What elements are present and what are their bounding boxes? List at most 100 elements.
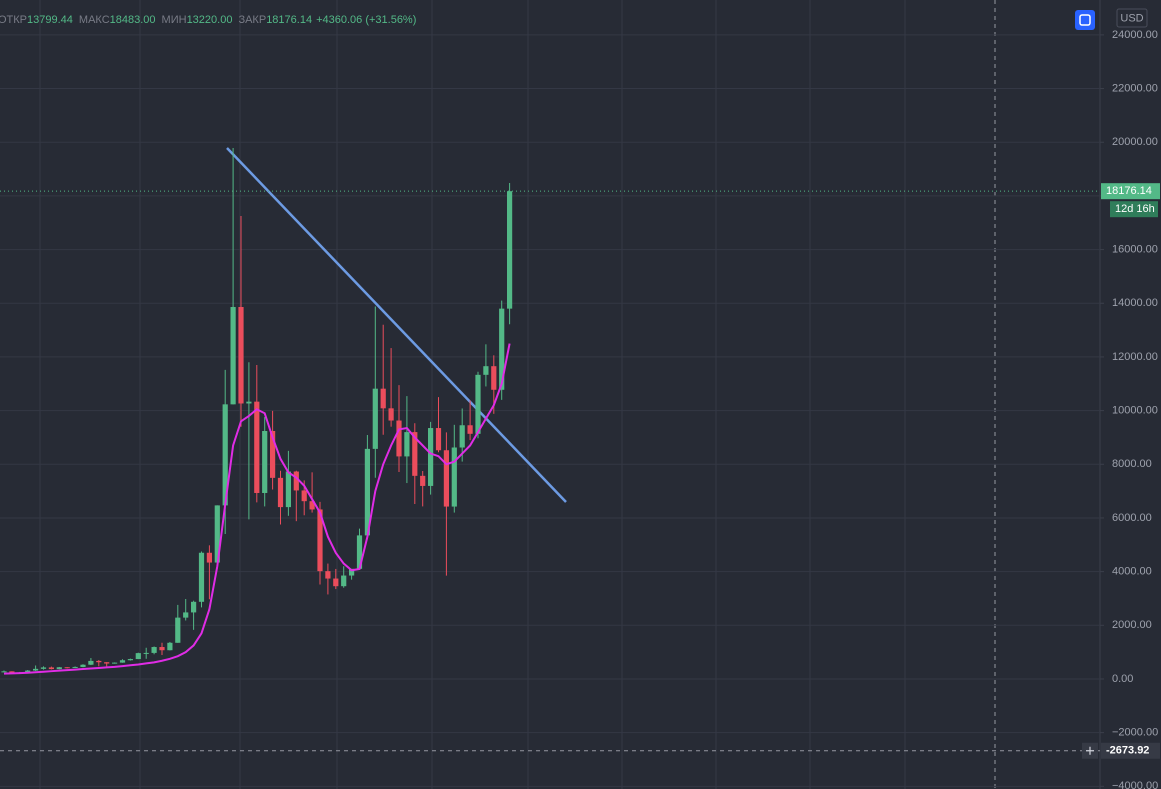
candle-body [198, 552, 205, 602]
legend-value: 13220.00 [187, 14, 233, 26]
legend-value: 18483.00 [110, 14, 156, 26]
auto-scale-button[interactable] [1075, 10, 1095, 30]
candle-body [175, 617, 181, 643]
candle-body [151, 647, 157, 653]
candle-body [443, 450, 449, 507]
candle-body [206, 552, 212, 563]
candle-body [285, 471, 291, 508]
candle-body [380, 388, 386, 409]
candle-body [459, 425, 465, 448]
y-tick-label: 20000.00 [1112, 136, 1158, 148]
y-tick-label: −4000.00 [1112, 780, 1158, 789]
y-tick-label: 24000.00 [1112, 29, 1158, 41]
candle-body [277, 477, 284, 508]
candle-body [270, 430, 276, 478]
candle-body [254, 401, 260, 493]
candle-body [499, 308, 505, 390]
candle-body [262, 430, 268, 493]
candle-body [104, 662, 110, 664]
candle-body [88, 660, 94, 665]
candle-body [388, 408, 394, 421]
candle-body [412, 432, 418, 476]
trend-line [226, 147, 567, 503]
candle-body [159, 647, 165, 651]
candle-body [325, 571, 331, 579]
moving-average [3, 343, 511, 675]
candle-body [356, 535, 363, 569]
candle-body [451, 447, 457, 507]
candle-body [507, 191, 513, 309]
candle-body [341, 575, 347, 587]
last-price-box [1101, 183, 1160, 200]
currency-box [1116, 8, 1148, 28]
legend-value: 13799.44 [27, 14, 73, 26]
y-tick-label: 12000.00 [1112, 351, 1158, 363]
candle-body [404, 432, 410, 457]
candle-body [1, 671, 7, 673]
candle-body [191, 601, 197, 613]
candle-body [364, 448, 370, 536]
candle-body [127, 659, 133, 661]
y-tick-label: 10000.00 [1112, 405, 1158, 417]
candle-body [25, 670, 31, 673]
candle-body [56, 667, 62, 670]
candle-body [293, 471, 299, 491]
candle-body [214, 505, 220, 563]
candle-body [238, 307, 244, 404]
legend-key: МИН [162, 14, 187, 26]
y-tick-label: 16000.00 [1112, 243, 1158, 255]
candle-body [491, 366, 497, 390]
y-tick-label: 8000.00 [1112, 458, 1152, 470]
candle-body [420, 475, 426, 486]
y-tick-label: 2000.00 [1112, 619, 1152, 631]
y-tick-label: −2000.00 [1112, 727, 1158, 739]
auto-scale-icon [1079, 14, 1091, 26]
currency-label: USD [1120, 12, 1143, 24]
candle-body [119, 660, 126, 663]
y-tick-label: 22000.00 [1112, 82, 1158, 94]
candle-body [349, 568, 355, 576]
candle-body [246, 401, 252, 404]
candle-body [372, 388, 378, 449]
candle-body [483, 366, 489, 375]
crosshair-price-label: -2673.92 [1106, 745, 1149, 757]
countdown-label: 12d 16h [1115, 203, 1155, 215]
candle-body [230, 307, 236, 405]
candle-body [40, 667, 47, 669]
candle-body [80, 664, 86, 667]
legend-value: 18176.14 [266, 14, 312, 26]
legend-key: МАКС [79, 14, 110, 26]
legend-change: +4360.06 (+31.56%) [316, 14, 416, 26]
vertical-grid [39, 0, 906, 789]
ohlc-legend: ОТКР13799.44 МАКС18483.00 МИН13220.00 ЗАКР1… [0, 14, 416, 26]
y-tick-label: 6000.00 [1112, 512, 1152, 524]
crosshair-plus [1086, 746, 1094, 755]
crosshair-price-box [1101, 742, 1160, 759]
legend-key: ЗАКР [238, 14, 266, 26]
candle-body [309, 501, 315, 510]
candle-body [64, 667, 70, 669]
y-tick-label: 14000.00 [1112, 297, 1158, 309]
y-tick-label: 4000.00 [1112, 566, 1152, 578]
countdown-box [1110, 201, 1158, 218]
candle-body [72, 666, 78, 668]
candle-body [135, 653, 141, 660]
candle-body [396, 420, 402, 457]
legend-key: ОТКР [0, 14, 27, 26]
candle-body [333, 578, 339, 587]
y-tick-label: 0.00 [1112, 673, 1133, 685]
candle-body [9, 671, 15, 673]
candle-body [301, 490, 307, 502]
candle-body [428, 428, 434, 486]
candle-body [183, 612, 189, 618]
candle-body [33, 668, 39, 671]
candle-body [167, 642, 173, 651]
last-price-label: 18176.14 [1106, 185, 1152, 197]
candle-body [475, 374, 481, 434]
candle-body [317, 509, 323, 572]
candle-body [48, 667, 54, 670]
candle-body [96, 660, 102, 663]
candle-body [222, 404, 228, 506]
